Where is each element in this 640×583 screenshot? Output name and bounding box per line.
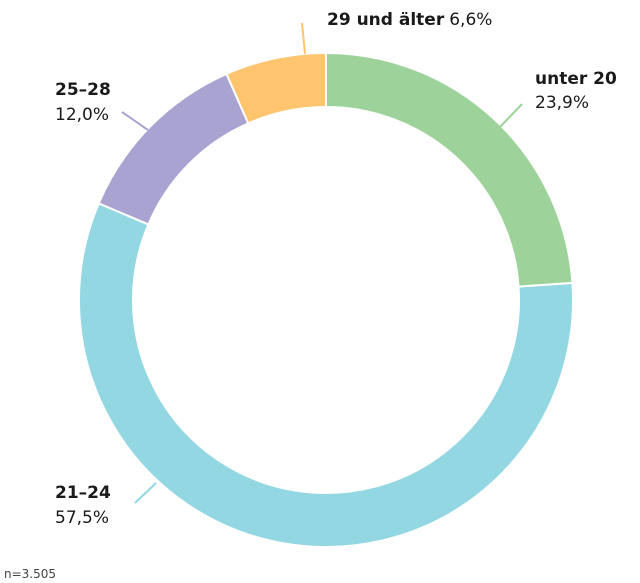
value-label: 6,6% (449, 10, 492, 30)
donut-segment (225, 51, 327, 125)
category-label: 21–24 (55, 483, 111, 503)
value-label: 23,9% (535, 93, 589, 113)
leader-line (301, 22, 306, 55)
donut-segment (78, 202, 574, 548)
value-label: 57,5% (55, 508, 109, 528)
leader-line (134, 482, 157, 504)
category-label: 29 und älter (327, 10, 445, 30)
donut-segment (97, 72, 250, 226)
category-label: 25–28 (55, 80, 111, 100)
leader-line (499, 103, 523, 128)
segment-label: 29 und älter 6,6% (327, 10, 492, 30)
leader-line (121, 111, 149, 131)
value-label: 12,0% (55, 105, 109, 125)
category-label: unter 20 (535, 69, 617, 89)
note: n=3.505 (4, 567, 56, 581)
